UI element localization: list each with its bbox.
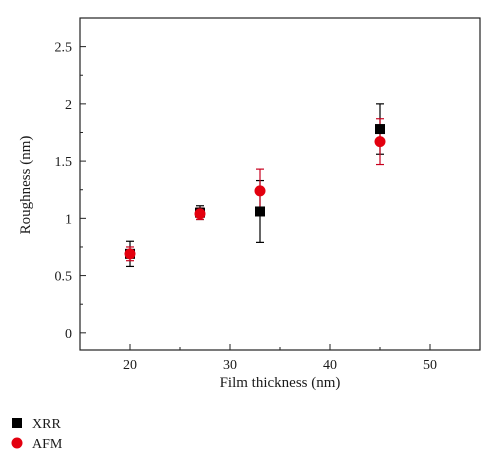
y-tick-label: 1 [65,212,72,227]
plot-border [79,17,481,351]
y-axis-title: Roughness (nm) [18,136,34,235]
x-tick-label: 40 [323,358,337,373]
legend-afm-label: AFM [32,437,63,452]
data-marks [124,103,386,268]
plot-frame [79,17,481,351]
afm-point [374,136,386,148]
legend: XRR AFM [11,417,63,452]
y-axis-ticks: 0 0.5 1 1.5 2 2.5 [55,41,86,342]
y-tick-label: 2 [65,98,72,113]
y-tick-label: 0 [65,327,72,342]
y-tick-label: 2.5 [55,41,73,56]
afm-point [194,208,206,220]
legend-xrr-marker [12,418,22,428]
xrr-point [255,206,265,217]
y-tick-label: 0.5 [55,270,73,285]
legend-xrr-label: XRR [32,417,61,432]
xrr-point [375,124,385,135]
y-tick-label: 1.5 [55,155,73,170]
afm-point [124,248,136,260]
x-axis-title: Film thickness (nm) [220,375,341,391]
legend-afm-marker [11,437,23,449]
x-tick-label: 20 [123,358,137,373]
x-tick-label: 50 [423,358,437,373]
x-tick-label: 30 [223,358,237,373]
x-axis-ticks: 20 30 40 50 [79,344,481,373]
afm-point [254,185,266,197]
